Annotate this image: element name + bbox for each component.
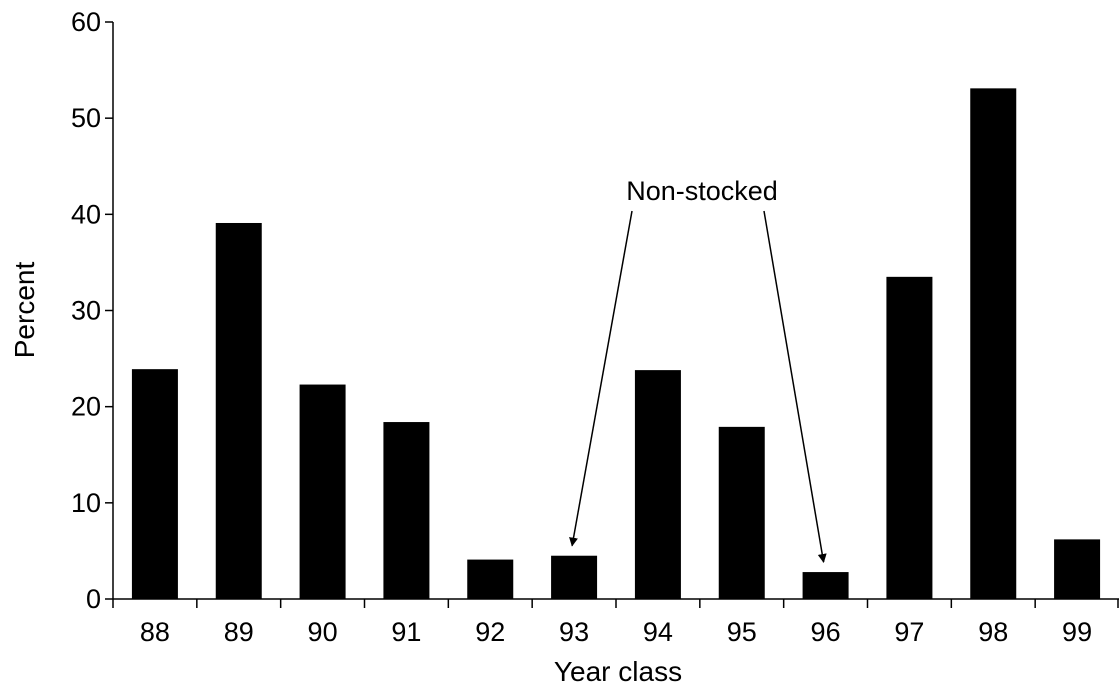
annotation-arrow bbox=[569, 210, 633, 547]
y-tick-label: 10 bbox=[71, 488, 101, 518]
y-tick-label: 50 bbox=[71, 103, 101, 133]
x-axis-title: Year class bbox=[554, 656, 682, 687]
x-tick-label: 91 bbox=[391, 617, 421, 647]
bars bbox=[131, 88, 1101, 599]
x-axis: 88 89 90 91 92 93 94 95 96 97 98 99 bbox=[112, 598, 1119, 647]
bar-91 bbox=[383, 422, 430, 599]
annotation-arrow bbox=[763, 210, 827, 563]
y-tick-label: 60 bbox=[71, 7, 101, 37]
x-tick-label: 95 bbox=[727, 617, 757, 647]
bar-88 bbox=[131, 369, 178, 599]
y-tick-label: 30 bbox=[71, 296, 101, 326]
x-tick-label: 94 bbox=[643, 617, 673, 647]
bar-95 bbox=[718, 426, 765, 599]
y-tick-label: 0 bbox=[86, 584, 101, 614]
bar-93 bbox=[551, 555, 598, 599]
x-tick-label: 93 bbox=[559, 617, 589, 647]
y-axis: 0 10 20 30 40 50 60 bbox=[71, 7, 114, 614]
bar-96 bbox=[802, 572, 849, 599]
x-tick-label: 92 bbox=[475, 617, 505, 647]
bar-97 bbox=[886, 276, 933, 599]
bar-98 bbox=[970, 88, 1017, 599]
x-tick-label: 96 bbox=[811, 617, 841, 647]
bar-89 bbox=[215, 222, 262, 599]
x-tick-label: 98 bbox=[978, 617, 1008, 647]
x-tick-label: 90 bbox=[308, 617, 338, 647]
x-tick-label: 89 bbox=[224, 617, 254, 647]
y-axis-title: Percent bbox=[9, 262, 40, 359]
y-tick-label: 40 bbox=[71, 199, 101, 229]
y-tick-label: 20 bbox=[71, 392, 101, 422]
bar-94 bbox=[634, 370, 681, 599]
x-tick-label: 97 bbox=[894, 617, 924, 647]
bar-92 bbox=[467, 559, 514, 599]
annotation: Non-stocked bbox=[569, 176, 827, 563]
x-tick-label: 88 bbox=[140, 617, 170, 647]
bar-99 bbox=[1054, 539, 1101, 599]
bar-90 bbox=[299, 384, 346, 599]
annotation-label: Non-stocked bbox=[626, 176, 778, 206]
x-tick-label: 99 bbox=[1062, 617, 1092, 647]
